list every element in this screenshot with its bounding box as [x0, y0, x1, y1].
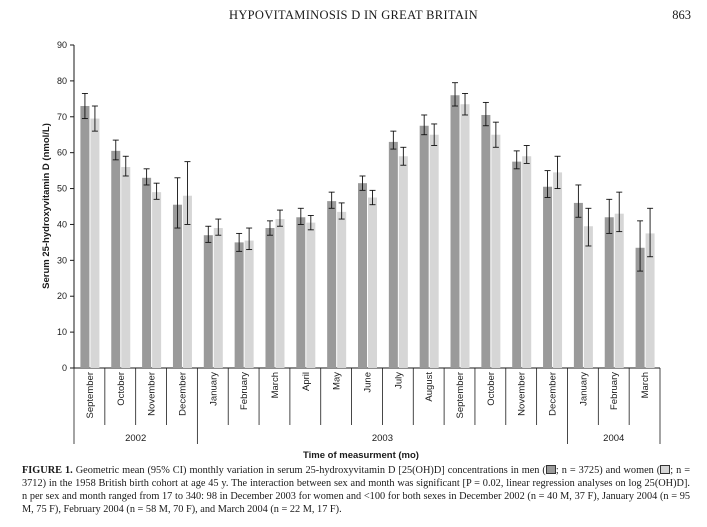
- caption-text-3: ; n = 3712) in the 1958 British birth co…: [22, 465, 691, 515]
- y-tick-label: 0: [62, 363, 67, 373]
- month-label: February: [609, 372, 620, 410]
- bar-men: [327, 201, 337, 368]
- bar-men: [419, 125, 429, 368]
- bar-men: [450, 95, 460, 368]
- y-tick-label: 60: [57, 148, 67, 158]
- bar-men: [172, 204, 182, 368]
- bar-women: [306, 222, 316, 368]
- chart-x-labels: 2002 2003 2004 September October November Dece…: [85, 372, 651, 444]
- bar-women: [152, 192, 162, 368]
- bar-women: [275, 219, 285, 368]
- page-number: 863: [672, 8, 691, 22]
- month-label: April: [301, 372, 312, 391]
- running-head: HYPOVITAMINOSIS D IN GREAT BRITAIN: [229, 8, 478, 22]
- bar-men: [80, 106, 90, 368]
- caption-text-1: Geometric mean (95% CI) monthly variatio…: [72, 465, 546, 476]
- women-swatch-icon: [660, 465, 671, 474]
- bar-men: [296, 217, 306, 368]
- bar-women: [460, 104, 470, 368]
- caption-text-2: ; n = 3725) and women (: [555, 465, 661, 476]
- bar-men: [265, 228, 275, 368]
- month-label: December: [548, 372, 559, 416]
- bar-women: [553, 172, 563, 368]
- bar-men: [358, 183, 367, 368]
- month-label: March: [270, 372, 281, 398]
- bar-men: [604, 217, 614, 368]
- bar-men: [203, 235, 213, 368]
- chart-bars: [80, 95, 655, 368]
- bar-chart: 0 10 20 30 40 50 60 70 80 90 2002 2003 2004 Septembe…: [41, 40, 661, 460]
- month-label: July: [393, 372, 404, 389]
- bar-men: [481, 114, 491, 368]
- month-label: August: [424, 372, 435, 402]
- bar-men: [234, 242, 244, 368]
- bar-women: [522, 156, 532, 368]
- month-label: December: [177, 372, 188, 416]
- month-label: June: [363, 372, 374, 393]
- x-axis-title: Time of measurment (mo): [303, 450, 419, 460]
- bar-men: [543, 186, 553, 368]
- bar-women: [429, 134, 439, 368]
- month-label: September: [85, 372, 96, 418]
- month-label: October: [486, 372, 497, 406]
- month-label: May: [332, 372, 343, 390]
- bar-women: [244, 240, 254, 368]
- y-tick-label: 90: [57, 40, 67, 50]
- bar-women: [614, 213, 624, 368]
- y-tick-label: 20: [57, 291, 67, 301]
- bar-men: [573, 202, 583, 368]
- month-label: March: [640, 372, 651, 398]
- year-label: 2003: [372, 433, 393, 444]
- year-label: 2002: [125, 433, 146, 444]
- bar-women: [645, 233, 655, 368]
- month-label: September: [455, 372, 466, 418]
- bar-women: [121, 167, 131, 368]
- bar-women: [491, 134, 501, 368]
- chart-error-bars: [81, 82, 654, 272]
- figure-label: FIGURE 1.: [22, 465, 73, 476]
- bar-men: [512, 161, 522, 368]
- bar-women: [583, 226, 593, 368]
- figure-caption: FIGURE 1. Geometric mean (95% CI) monthl…: [22, 464, 690, 516]
- month-label: January: [578, 372, 589, 406]
- bar-women: [368, 197, 377, 368]
- month-label: February: [239, 372, 250, 410]
- month-label: November: [517, 372, 528, 416]
- bar-men: [142, 177, 152, 368]
- bar-men: [635, 247, 645, 368]
- y-tick-label: 30: [57, 255, 67, 265]
- bar-women: [398, 156, 408, 368]
- y-tick-label: 80: [57, 76, 67, 86]
- month-label: November: [147, 372, 158, 416]
- men-swatch-icon: [545, 465, 556, 474]
- bar-women: [90, 118, 100, 368]
- bar-men: [388, 141, 398, 368]
- y-tick-label: 10: [57, 327, 67, 337]
- year-label: 2004: [603, 433, 624, 444]
- y-tick-label: 40: [57, 219, 67, 229]
- month-label: October: [116, 372, 127, 406]
- y-tick-label: 50: [57, 184, 67, 194]
- y-axis-title: Serum 25-hydroxyvitamin D (nmol/L): [41, 123, 52, 289]
- bar-women: [182, 195, 192, 368]
- bar-women: [213, 228, 223, 368]
- month-label: January: [208, 372, 219, 406]
- y-tick-label: 70: [57, 112, 67, 122]
- bar-women: [337, 211, 347, 368]
- bar-men: [111, 150, 121, 368]
